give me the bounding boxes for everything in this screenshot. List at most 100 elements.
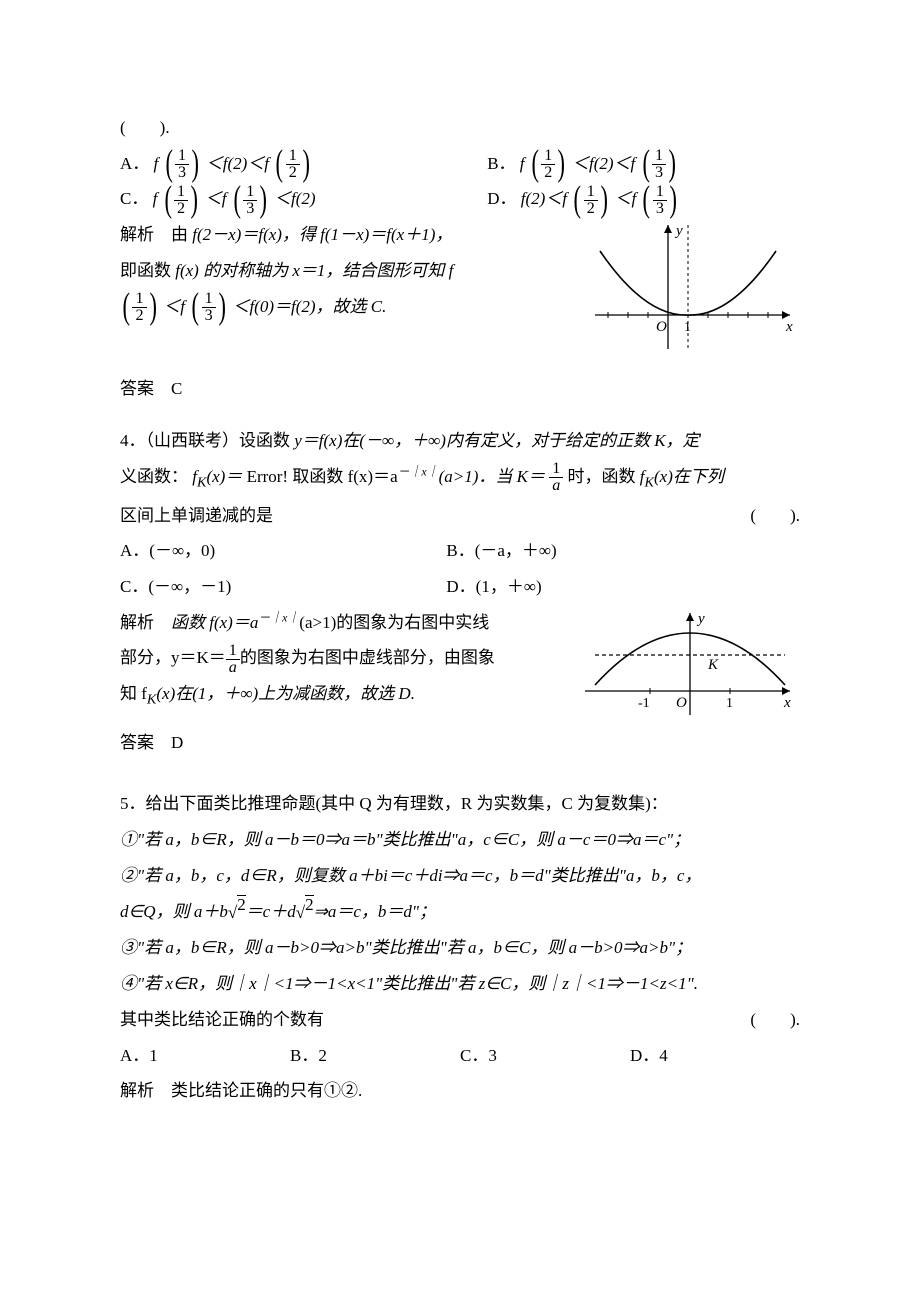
paren-group: (13) bbox=[640, 148, 679, 181]
q3-row-cd: C． f (12) ＜f (13) ＜f(2) D． f(2)＜f (12) ＜… bbox=[120, 181, 800, 217]
tail: ＜f(2) bbox=[274, 189, 316, 208]
q3-figure: y x O 1 bbox=[590, 217, 800, 357]
txt: (x)在(1，＋∞)上为减函数，故选 D. bbox=[156, 684, 415, 703]
paren: ( ). bbox=[120, 118, 170, 137]
q3-answer: 答案 C bbox=[120, 371, 800, 407]
txt: ＝c＋d bbox=[246, 902, 296, 921]
origin-label: O bbox=[656, 319, 667, 335]
txt: 函数 f(x)＝a bbox=[171, 613, 258, 632]
q5-tail: 其中类比结论正确的个数有 ( ). bbox=[120, 1002, 800, 1038]
k-label: K bbox=[707, 657, 719, 673]
q5-choices: A．1 B．2 C．3 D．4 bbox=[120, 1038, 800, 1074]
x-axis-label: x bbox=[785, 319, 793, 335]
q4-solution-block: y x O K -1 1 解析 函数 f(x)＝a－｜x｜(a>1)的图象为右图… bbox=[120, 605, 800, 725]
x-axis-label: x bbox=[783, 695, 791, 711]
paren: ( ). bbox=[750, 498, 800, 534]
eq: (x)＝ bbox=[206, 467, 242, 486]
sol-eq1: f(2－x)＝f(x)，得 f(1－x)＝f(x＋1)， bbox=[192, 225, 452, 244]
mid: ＜f(2)＜f bbox=[572, 154, 635, 173]
q4-num: 4． bbox=[120, 431, 146, 450]
q4-choice-c: C．(－∞，－1) bbox=[120, 569, 446, 605]
q5-line4: ④"若 x∈R，则｜x｜<1⇒－1<x<1"类比推出"若 z∈C，则｜z｜<1⇒… bbox=[120, 966, 800, 1002]
y-axis-label: y bbox=[674, 223, 683, 239]
sol-label: 解析 由 bbox=[120, 225, 192, 244]
q3-choice-c: C． f (12) ＜f (13) ＜f(2) bbox=[120, 181, 487, 217]
q5-choice-d: D．4 bbox=[630, 1038, 800, 1074]
q3-row-ab: A． f (13) ＜f(2)＜f (12) B． f (12) ＜f(2)＜f… bbox=[120, 146, 800, 182]
fn: f bbox=[154, 154, 159, 173]
q4-stem-line1: 4．（山西联考）设函数 y＝f(x)在(－∞，＋∞)内有定义，对于给定的正数 K… bbox=[120, 423, 800, 459]
sub-k: K bbox=[147, 692, 156, 708]
paren-group: (12) bbox=[529, 148, 568, 181]
paren: ( ). bbox=[750, 1002, 800, 1038]
q4-stem-line3: 区间上单调递减的是 ( ). bbox=[120, 498, 800, 534]
paren-group: (13) bbox=[163, 148, 202, 181]
lt: ＜f bbox=[163, 297, 185, 316]
q4-origin: （山西联考）设函数 bbox=[146, 431, 295, 450]
q4-stem-line2: 义函数： fK(x)＝ Error! 取函数 f(x)＝a－｜x｜(a>1)．当… bbox=[120, 459, 800, 498]
q5-line1: ①"若 a，b∈R，则 a－b＝0⇒a＝b"类比推出"a，c∈C，则 a－c＝0… bbox=[120, 822, 800, 858]
tail: ＜f(0)＝f(2)，故选 C. bbox=[232, 297, 386, 316]
txt: 义函数： bbox=[120, 467, 188, 486]
q5-line3: ③"若 a，b∈R，则 a－b>0⇒a>b"类比推出"若 a，b∈C，则 a－b… bbox=[120, 930, 800, 966]
txt: 其中类比结论正确的个数有 bbox=[120, 1002, 324, 1038]
q5-choice-b: B．2 bbox=[290, 1038, 460, 1074]
fn: f bbox=[520, 154, 525, 173]
txt: 的图象为右图中虚线部分，由图象 bbox=[240, 648, 495, 667]
txt: 知 f bbox=[120, 684, 147, 703]
mid: ＜f(2)＜f bbox=[206, 154, 269, 173]
paren-group: (13) bbox=[640, 184, 679, 217]
paren-group: (12) bbox=[120, 291, 159, 324]
fn: f bbox=[153, 189, 158, 208]
error-text: Error! bbox=[247, 467, 289, 486]
sol-label: 解析 bbox=[120, 613, 171, 632]
q3-choice-d: D． f(2)＜f (12) ＜f (13) bbox=[487, 181, 800, 217]
txt: 取函数 f(x)＝a bbox=[292, 467, 397, 486]
txt: (a>1)．当 K＝ bbox=[439, 467, 545, 486]
q5-num: 5． bbox=[120, 794, 146, 813]
q4-choices-ab: A．(－∞，0) B．(－a，＋∞) bbox=[120, 533, 800, 569]
q4-choices-cd: C．(－∞，－1) D．(1，＋∞) bbox=[120, 569, 800, 605]
y-axis-label: y bbox=[696, 611, 705, 627]
q3-paren: ( ). bbox=[120, 110, 800, 146]
paren-group: (12) bbox=[162, 184, 201, 217]
q3-choice-a: A． f (13) ＜f(2)＜f (12) bbox=[120, 146, 487, 182]
lhs: f(2)＜f bbox=[521, 189, 567, 208]
mid: ＜f bbox=[614, 189, 636, 208]
q4-answer: 答案 D bbox=[120, 725, 800, 761]
txt: 即函数 bbox=[120, 261, 175, 280]
sqrt-icon: √2 bbox=[228, 895, 246, 931]
txt: y＝f(x)在(－∞，＋∞)内有定义，对于给定的正数 K，定 bbox=[294, 431, 699, 450]
txt: ⇒a＝c，b＝d"； bbox=[314, 902, 436, 921]
choice-c-label: C． bbox=[120, 189, 148, 208]
q5-solution: 解析 类比结论正确的只有①②. bbox=[120, 1073, 800, 1109]
q5-line2b: d∈Q，则 a＋b√2＝c＋d√2⇒a＝c，b＝d"； bbox=[120, 894, 800, 931]
q3-solution-block: y x O 1 解析 由 f(2－x)＝f(x)，得 f(1－x)＝f(x＋1)… bbox=[120, 217, 800, 357]
paren-group: (13) bbox=[231, 184, 270, 217]
mid: ＜f bbox=[205, 189, 227, 208]
choice-a-label: A． bbox=[120, 154, 149, 173]
q5-choice-a: A．1 bbox=[120, 1038, 290, 1074]
txt: (x)在下列 bbox=[654, 467, 724, 486]
origin-label: O bbox=[676, 695, 687, 711]
q5-line2: ②"若 a，b，c，d∈R，则复数 a＋bi＝c＋di⇒a＝c，b＝d"类比推出… bbox=[120, 858, 800, 894]
tick-1: 1 bbox=[684, 320, 691, 335]
choice-d-label: D． bbox=[487, 189, 516, 208]
paren-group: (13) bbox=[189, 291, 228, 324]
paren-group: (12) bbox=[571, 184, 610, 217]
sup: －｜x｜ bbox=[258, 610, 299, 624]
txt: 时，函数 bbox=[568, 467, 640, 486]
q4-choice-a: A．(－∞，0) bbox=[120, 533, 446, 569]
q5-choice-c: C．3 bbox=[460, 1038, 630, 1074]
txt: f(x) 的对称轴为 x＝1，结合图形可知 f bbox=[175, 261, 453, 280]
q4-figure: y x O K -1 1 bbox=[580, 605, 800, 725]
txt: (a>1)的图象为右图中实线 bbox=[299, 613, 489, 632]
sqrt-icon: √2 bbox=[296, 895, 314, 931]
txt: 区间上单调递减的是 bbox=[120, 498, 273, 534]
neg1-label: -1 bbox=[638, 696, 650, 711]
paren-group: (12) bbox=[273, 148, 312, 181]
txt: d∈Q，则 a＋b bbox=[120, 902, 228, 921]
sub-k: K bbox=[645, 474, 654, 490]
sup: －｜x｜ bbox=[398, 464, 439, 478]
pos1-label: 1 bbox=[726, 696, 733, 711]
